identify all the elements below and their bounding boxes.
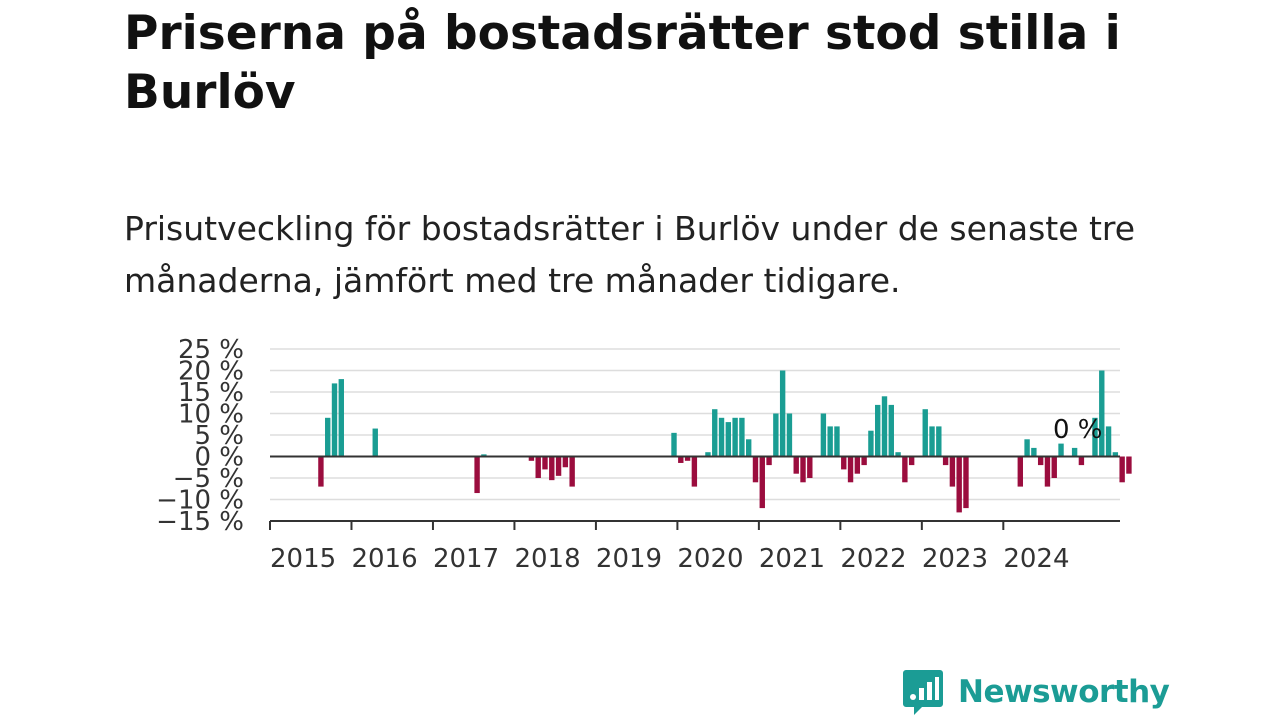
bar xyxy=(949,456,956,487)
bar xyxy=(1099,370,1105,457)
y-tick-label: 5 % xyxy=(194,421,244,451)
bar xyxy=(1078,456,1085,466)
bar xyxy=(759,456,765,509)
x-tick-label: 2020 xyxy=(677,544,743,574)
bar xyxy=(1071,447,1078,457)
x-tick-label: 2017 xyxy=(433,544,499,574)
bar xyxy=(535,456,541,478)
bar-chart: 25 %20 %15 %10 %5 %0 %−5 %−10 %−15 %2015… xyxy=(156,335,1132,574)
bar xyxy=(718,417,725,457)
bar xyxy=(807,456,813,478)
bar xyxy=(1058,443,1064,457)
x-tick-label: 2018 xyxy=(514,544,580,574)
bar xyxy=(1044,456,1051,487)
x-tick-label: 2024 xyxy=(1003,544,1069,574)
bar xyxy=(1024,439,1030,457)
bar xyxy=(331,383,338,457)
bar xyxy=(746,439,752,457)
bar xyxy=(732,417,738,457)
bar xyxy=(542,456,548,470)
bar xyxy=(834,426,840,457)
bar xyxy=(827,426,833,457)
bar xyxy=(325,417,331,457)
x-tick-label: 2023 xyxy=(922,544,988,574)
brand-logo: Newsworthy xyxy=(902,668,1170,716)
bar xyxy=(929,426,935,457)
bar xyxy=(1017,456,1023,487)
bar xyxy=(902,456,908,483)
bar xyxy=(1119,456,1125,483)
bar xyxy=(942,456,949,466)
bar xyxy=(793,456,799,474)
bar xyxy=(1092,417,1098,457)
bar xyxy=(671,432,677,457)
bar xyxy=(766,456,772,466)
bar xyxy=(779,370,786,457)
bar xyxy=(372,428,378,457)
bar xyxy=(800,456,806,483)
bar xyxy=(895,452,901,457)
bar xyxy=(868,430,874,457)
bar xyxy=(936,426,942,457)
bar xyxy=(739,417,745,457)
bar xyxy=(786,413,793,457)
bar xyxy=(569,456,575,487)
y-tick-label: −5 % xyxy=(173,464,244,494)
bar xyxy=(549,456,555,481)
y-tick-label: 10 % xyxy=(178,400,244,430)
y-tick-label: 20 % xyxy=(178,357,244,387)
bar xyxy=(752,456,759,483)
bar xyxy=(338,379,344,457)
bar xyxy=(684,456,691,461)
bar xyxy=(1112,452,1119,457)
y-tick-label: 15 % xyxy=(178,378,244,408)
bar xyxy=(888,404,894,457)
bar xyxy=(691,456,698,487)
bar xyxy=(481,454,487,457)
bar xyxy=(528,456,535,461)
y-tick-label: −10 % xyxy=(156,486,244,516)
y-tick-label: 0 % xyxy=(194,443,244,473)
bar xyxy=(956,456,962,513)
bar xyxy=(820,413,827,457)
bar xyxy=(861,456,867,466)
x-tick-label: 2016 xyxy=(351,544,417,574)
bar xyxy=(474,456,480,494)
newsworthy-logo-icon xyxy=(903,670,943,715)
bar xyxy=(1031,447,1037,457)
bar xyxy=(854,456,861,474)
bar xyxy=(555,456,562,476)
x-tick-label: 2015 xyxy=(270,544,336,574)
x-tick-label: 2021 xyxy=(759,544,825,574)
bar xyxy=(1105,426,1112,457)
bar xyxy=(712,409,718,457)
bar xyxy=(847,456,854,483)
bar xyxy=(881,396,888,457)
bar xyxy=(841,456,847,470)
bar xyxy=(678,456,684,463)
bar xyxy=(773,413,779,457)
y-tick-label: 25 % xyxy=(178,335,244,365)
last-value-label: 0 % xyxy=(1053,415,1103,445)
bar xyxy=(318,456,324,487)
bar xyxy=(922,409,928,457)
bar xyxy=(908,456,915,466)
x-tick-label: 2019 xyxy=(596,544,662,574)
y-tick-label: −15 % xyxy=(156,507,244,537)
bar xyxy=(1051,456,1057,478)
chart-subtitle: Prisutveckling för bostadsrätter i Burlö… xyxy=(124,209,1136,300)
bar xyxy=(1037,456,1044,466)
bar xyxy=(725,422,732,457)
x-tick-label: 2022 xyxy=(840,544,906,574)
bar xyxy=(963,456,969,509)
bar xyxy=(1126,456,1132,474)
brand-name: Newsworthy xyxy=(958,674,1170,710)
bar xyxy=(705,452,711,457)
bar xyxy=(875,404,881,457)
bar xyxy=(562,456,569,468)
chart-title: Priserna på bostadsrätter stod stilla i … xyxy=(124,6,1121,120)
